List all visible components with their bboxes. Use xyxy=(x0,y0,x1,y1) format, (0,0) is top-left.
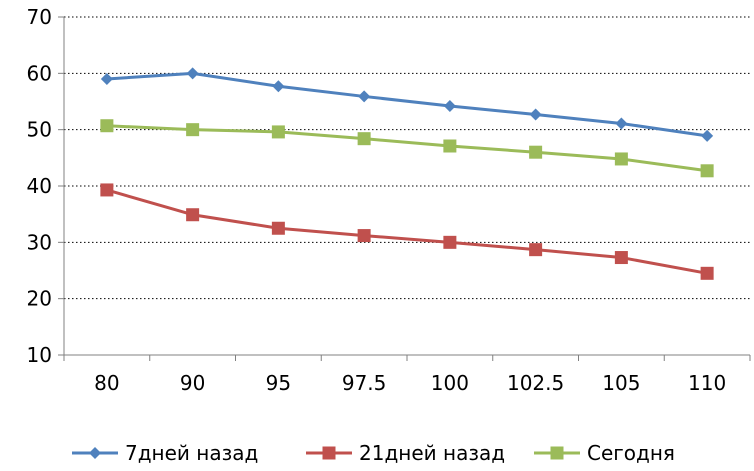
x-tick-label: 102.5 xyxy=(507,371,564,395)
data-point xyxy=(700,164,714,178)
legend-item: 21дней назад xyxy=(306,441,505,465)
legend-item: Сегодня xyxy=(534,441,675,465)
y-tick-label: 10 xyxy=(27,343,52,367)
data-point xyxy=(358,90,371,103)
series-2 xyxy=(100,183,714,280)
x-tick-label: 80 xyxy=(94,371,119,395)
data-point xyxy=(529,108,542,121)
legend-marker xyxy=(322,446,336,460)
data-point xyxy=(100,119,114,133)
series-1 xyxy=(100,67,714,142)
data-point xyxy=(272,80,285,93)
data-point xyxy=(614,152,628,166)
y-axis-ticks: 10 20 30 40 50 60 70 xyxy=(27,5,64,367)
y-tick-label: 50 xyxy=(27,118,52,142)
data-point xyxy=(443,100,456,113)
legend-label: Сегодня xyxy=(587,441,675,465)
gridlines xyxy=(64,16,750,300)
legend: 7дней назад 21дней назад Сегодня xyxy=(72,441,675,465)
data-point xyxy=(443,235,457,249)
series-line xyxy=(106,71,708,138)
series-3 xyxy=(100,119,714,178)
legend-label: 21дней назад xyxy=(359,441,505,465)
x-axis-ticks: 80 90 95 97.5 100 102.5 105 110 xyxy=(63,355,751,395)
data-point xyxy=(701,129,714,142)
data-point xyxy=(271,125,285,139)
y-tick-label: 30 xyxy=(27,230,52,254)
legend-marker xyxy=(89,447,101,459)
x-tick-label: 105 xyxy=(602,371,640,395)
x-tick-label: 95 xyxy=(266,371,291,395)
axes xyxy=(63,17,750,356)
y-tick-label: 60 xyxy=(27,61,52,85)
data-point xyxy=(529,243,543,257)
x-tick-label: 90 xyxy=(180,371,205,395)
data-point xyxy=(186,208,200,222)
data-point xyxy=(271,221,285,235)
y-tick-label: 70 xyxy=(27,5,52,29)
data-point xyxy=(614,251,628,265)
data-point xyxy=(357,132,371,146)
data-point xyxy=(186,67,199,80)
data-point xyxy=(186,123,200,137)
series-line xyxy=(106,188,708,275)
data-point xyxy=(100,183,114,197)
series-line xyxy=(106,124,708,173)
x-tick-label: 100 xyxy=(431,371,469,395)
y-tick-label: 20 xyxy=(27,287,52,311)
legend-item: 7дней назад xyxy=(72,441,258,465)
x-tick-label: 110 xyxy=(688,371,726,395)
data-point xyxy=(700,266,714,280)
y-tick-label: 40 xyxy=(27,174,52,198)
data-point xyxy=(100,72,113,85)
series-group xyxy=(100,67,714,280)
legend-label: 7дней назад xyxy=(125,441,258,465)
data-point xyxy=(529,145,543,159)
x-tick-label: 97.5 xyxy=(342,371,387,395)
legend-marker xyxy=(550,446,564,460)
data-point xyxy=(443,139,457,153)
data-point xyxy=(615,117,628,130)
data-point xyxy=(357,229,371,243)
